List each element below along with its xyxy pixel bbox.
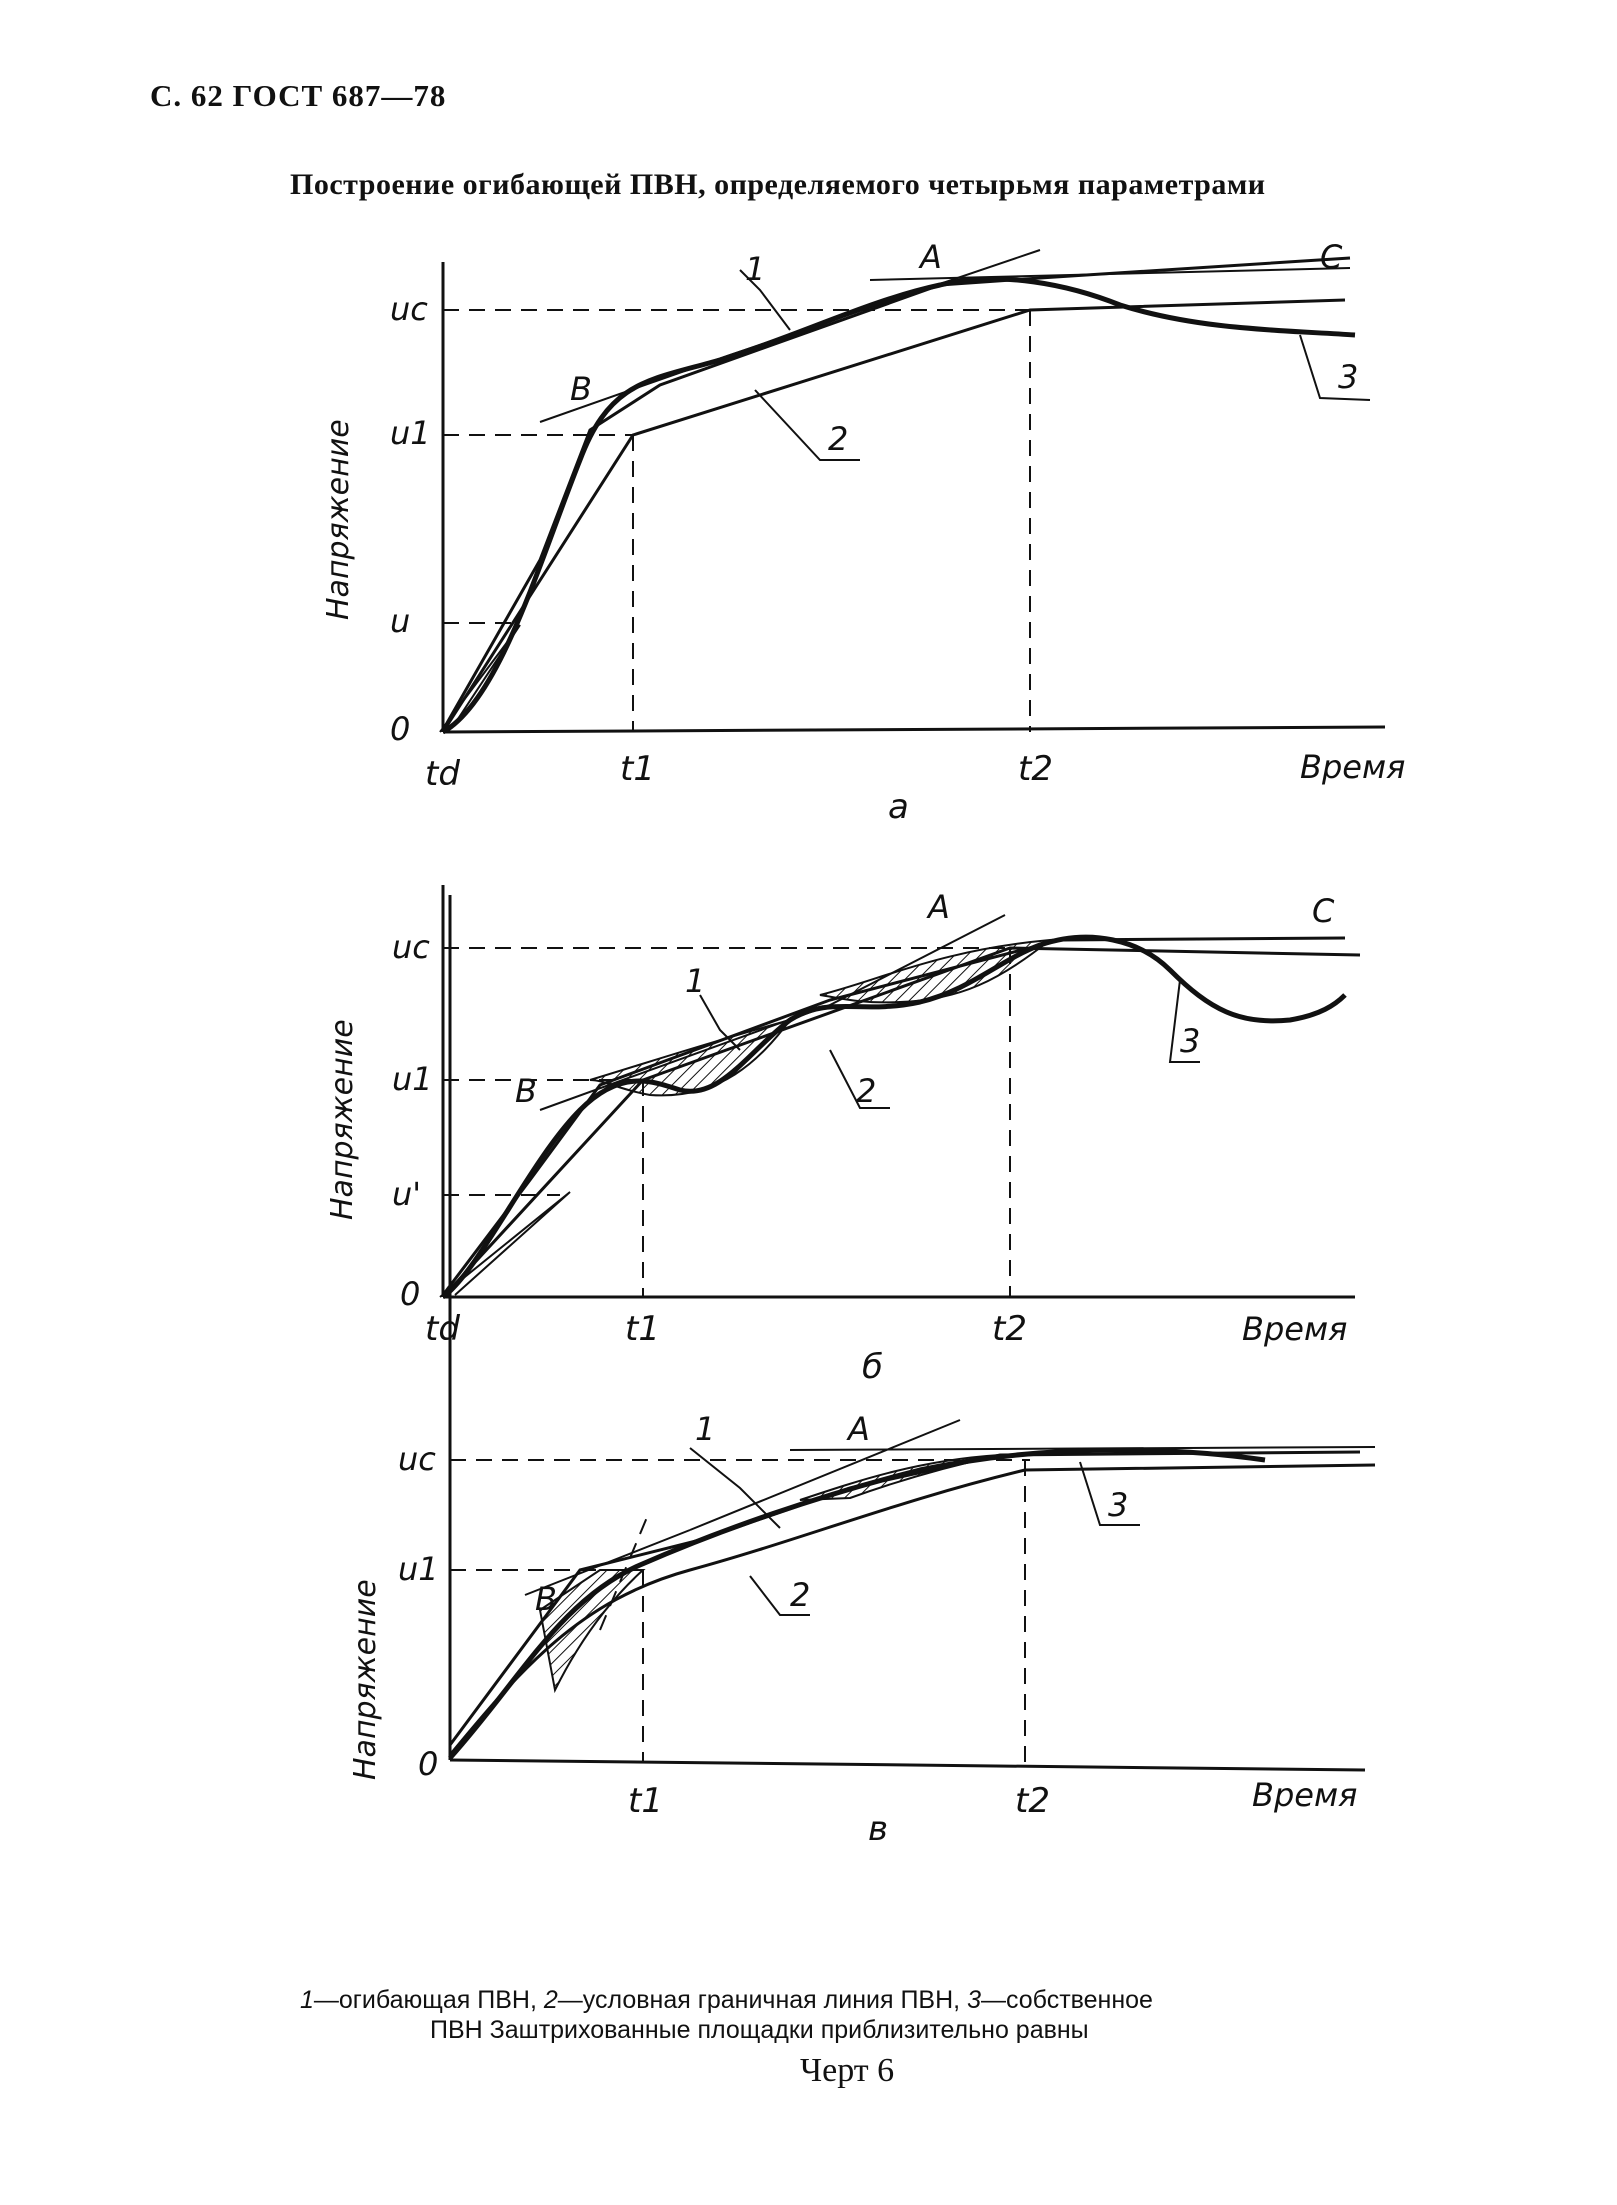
caption-num-1: 1 [300, 1986, 314, 2014]
panel-b-sub-label: б [862, 1347, 883, 1387]
panel-a-x-axis-label: Время [1300, 748, 1405, 786]
panel-b-curve-label-2: 2 [856, 1072, 876, 1110]
panel-b-point-label-A: A [926, 888, 950, 926]
panel-a-chart: 0 u u1 uc td t1 t2 Время Напряжение а 1 … [321, 238, 1405, 827]
panel-v-curve-label-1: 1 [695, 1410, 715, 1448]
panel-a-x-tick-td: td [425, 754, 460, 794]
panel-v-y-tick-u1: u1 [398, 1550, 439, 1588]
panel-a-curve-3 [441, 276, 1356, 735]
panel-a-point-label-C: C [1320, 238, 1343, 276]
panel-b-x-tick-td: td [425, 1309, 460, 1349]
panel-a-y-axis-label: Напряжение [321, 419, 356, 620]
panel-a-sub-label: а [888, 787, 909, 827]
panel-v-y-tick-uc: uc [398, 1440, 436, 1478]
panel-b-y-axis-label: Напряжение [325, 1019, 360, 1220]
panel-b-y-tick-0: 0 [400, 1275, 420, 1313]
panel-a-curve-label-2: 2 [828, 420, 848, 458]
panel-v-x-axis [449, 1758, 1366, 1772]
panel-b-chart: 0 u' u1 uc td t1 t2 Время Напряжение б 1… [325, 885, 1361, 1387]
panel-b-x-tick-t2: t2 [992, 1309, 1027, 1349]
panel-b-x-tick-t1: t1 [625, 1309, 660, 1349]
panel-v-point-label-B: B [535, 1580, 557, 1618]
panel-v-point-label-A: A [846, 1410, 870, 1448]
caption-text-1: —огибающая ПВН, [313, 1986, 537, 2014]
panel-v-chart: 0 u1 uc t1 t2 Время Напряжение в 1 2 3 A… [348, 895, 1376, 1849]
panel-v-x-tick-t2: t2 [1015, 1781, 1050, 1821]
panel-v-hatch-1 [538, 1569, 646, 1694]
caption-num-3: 3 [967, 1986, 981, 2014]
caption-text-3: —собственное [980, 1986, 1153, 2014]
panel-b-point-label-C: C [1312, 892, 1335, 930]
panel-v-curve-3 [448, 1447, 1266, 1760]
figure-caption-line-2: ПВН Заштрихованные площадки приблизитель… [430, 2016, 1089, 2044]
panel-a-labels: 0 u u1 uc td t1 t2 Время Напряжение а 1 … [321, 238, 1405, 827]
panel-b-point-label-B: B [515, 1072, 537, 1110]
panel-b-y-tick-uc: uc [392, 928, 430, 966]
figure-caption-line-1: 1—огибающая ПВН, 2—условная граничная ли… [300, 1985, 1400, 2015]
figure-number: Черт 6 [800, 2052, 895, 2089]
panel-v-y-tick-0: 0 [418, 1745, 438, 1783]
panel-a-y-tick-uc: uc [390, 290, 428, 328]
panel-v-sub-label: в [868, 1809, 888, 1849]
panel-a-y-tick-0: 0 [390, 710, 410, 748]
panel-a-x-tick-t1: t1 [620, 749, 655, 789]
panel-a-curve-label-1: 1 [745, 250, 765, 288]
panel-v-y-axis-label: Напряжение [348, 1579, 383, 1780]
panel-b-curve-label-1: 1 [685, 962, 705, 1000]
panel-v-curve-label-2: 2 [790, 1576, 810, 1614]
panel-v-curve-label-3: 3 [1108, 1486, 1128, 1524]
page-header: С. 62 ГОСТ 687—78 [150, 78, 447, 113]
panel-a-curve-label-3: 3 [1338, 358, 1358, 396]
panel-a-curve-2 [441, 298, 1346, 733]
panel-b-y-tick-u1: u1 [392, 1060, 433, 1098]
panel-v-x-tick-t1: t1 [628, 1781, 663, 1821]
panel-a-point-label-A: A [918, 238, 942, 276]
panel-b-curve-3 [441, 934, 1347, 1300]
panel-b-curve-2 [441, 946, 1361, 1299]
panel-a-point-label-B: B [570, 370, 592, 408]
figure-title: Построение огибающей ПВН, определяемого … [290, 168, 1266, 201]
panel-a-y-tick-u1: u1 [390, 414, 431, 452]
panel-b-y-tick-uprime: u' [392, 1175, 421, 1213]
panel-a-y-tick-u: u [390, 602, 410, 640]
panel-b-curve-label-3: 3 [1180, 1022, 1200, 1060]
caption-text-2: —условная граничная линия ПВН, [557, 1986, 961, 2014]
caption-num-2: 2 [543, 1986, 558, 2014]
panel-b-x-axis-label: Время [1242, 1310, 1347, 1348]
panel-v-x-axis-label: Время [1252, 1776, 1357, 1814]
panel-a-x-tick-t2: t2 [1018, 749, 1053, 789]
panel-a-x-axis [442, 725, 1386, 734]
panel-a-curve-1 [441, 256, 1351, 731]
